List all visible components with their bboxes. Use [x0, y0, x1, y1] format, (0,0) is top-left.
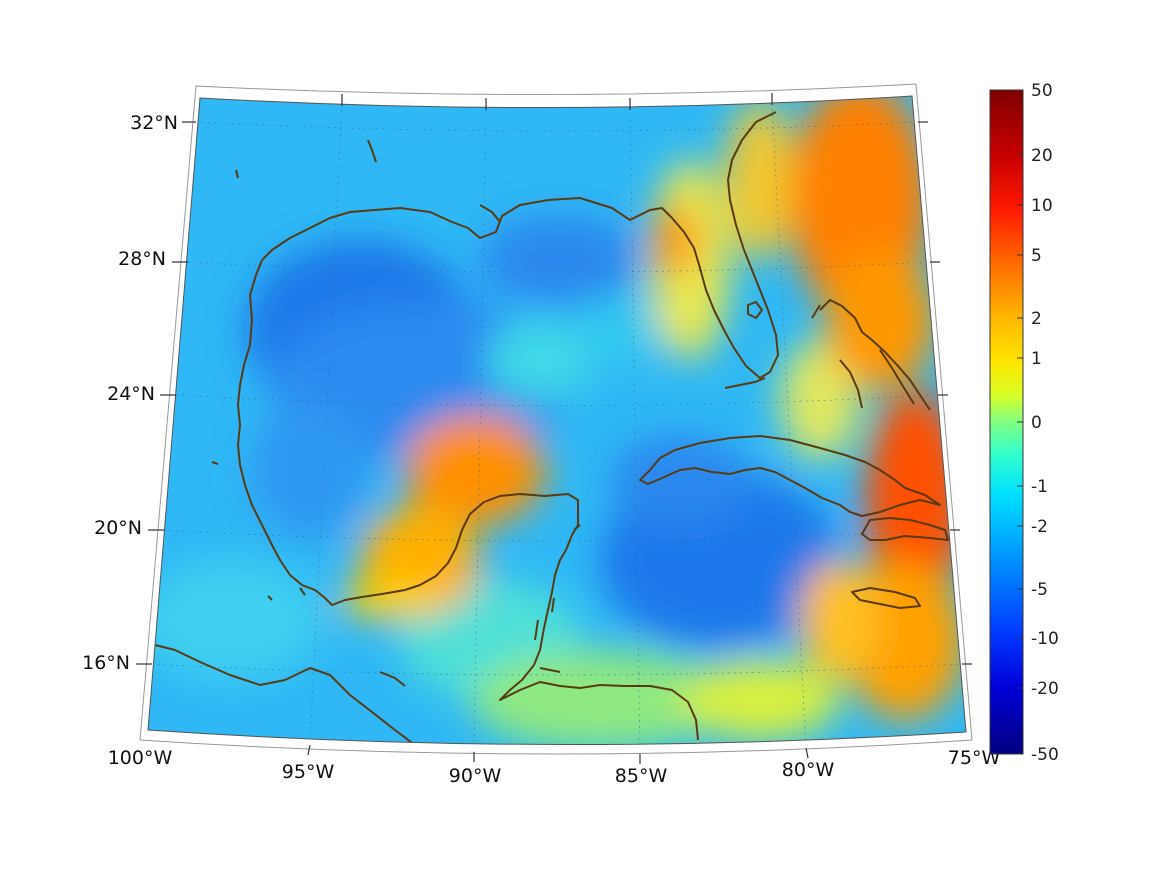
latitude-labels: 32°N 28°N 24°N 20°N 16°N [82, 112, 178, 674]
lon-label-85w: 85°W [615, 765, 668, 787]
map-frame-outer [139, 83, 973, 755]
bahamas [811, 299, 931, 411]
colorbar-label-1: 1 [1031, 349, 1042, 369]
lat-label-16n: 16°N [82, 652, 130, 674]
colorbar-label-neg1: -1 [1031, 477, 1048, 497]
us-gulf-coast [261, 111, 779, 379]
colorbar-label-neg5: -5 [1031, 580, 1048, 600]
data-field [148, 96, 966, 745]
lon-label-90w: 90°W [449, 765, 502, 787]
colorbar-label-neg10: -10 [1031, 629, 1059, 649]
map-frame [147, 95, 967, 746]
colorbar-label-20: 20 [1031, 146, 1053, 166]
jamaica [851, 587, 921, 609]
colorbar-label-neg2: -2 [1031, 517, 1048, 537]
frame-ticks [136, 93, 972, 764]
colorbar-label-5: 5 [1031, 246, 1042, 266]
coastlines [154, 111, 949, 745]
colorbar-label-0: 0 [1031, 413, 1042, 433]
colorbar-label-neg50: -50 [1031, 745, 1059, 765]
lon-label-95w: 95°W [282, 761, 335, 783]
lat-label-20n: 20°N [94, 517, 142, 539]
colorbar-ticks [1017, 154, 1023, 689]
lat-label-28n: 28°N [118, 248, 166, 270]
honduras-coast [499, 664, 699, 741]
lon-label-75w: 75°W [948, 747, 1001, 769]
lat-label-24n: 24°N [107, 383, 155, 405]
colorbar-label-10: 10 [1031, 196, 1053, 216]
lon-label-100w: 100°W [108, 747, 173, 769]
longitude-labels: 100°W 95°W 90°W 85°W 80°W 75°W [108, 747, 1001, 787]
colorbar-label-neg20: -20 [1031, 679, 1059, 699]
lat-label-32n: 32°N [130, 112, 178, 134]
pacific-coast [154, 644, 416, 745]
florida-keys [724, 377, 766, 389]
lake-okeechobee [747, 301, 763, 319]
lon-label-80w: 80°W [782, 759, 835, 781]
colorbar: 50 20 10 5 2 1 0 -1 -2 -5 -10 -20 -50 [989, 81, 1059, 765]
colorbar-label-2: 2 [1031, 309, 1042, 329]
hispaniola [861, 517, 949, 541]
cuba [639, 435, 941, 517]
colorbar-label-50: 50 [1031, 81, 1053, 101]
mexico-gulf-coast [237, 259, 579, 666]
